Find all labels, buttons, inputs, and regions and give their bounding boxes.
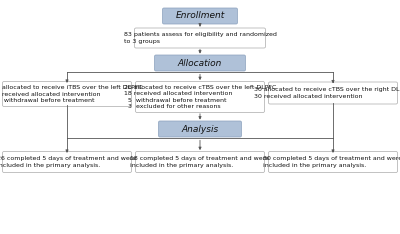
Text: Allocation: Allocation [178, 58, 222, 67]
FancyBboxPatch shape [154, 55, 246, 71]
FancyBboxPatch shape [268, 151, 398, 172]
Text: 26 allocated to receive cTBS over the left DLPFC
18 received allocated intervent: 26 allocated to receive cTBS over the le… [124, 85, 276, 110]
FancyBboxPatch shape [268, 82, 398, 104]
Text: 26 completed 5 days of treatment and were
included in the primary analysis.: 26 completed 5 days of treatment and wer… [0, 156, 136, 168]
Text: 30 completed 5 days of treatment and were
included in the primary analysis.: 30 completed 5 days of treatment and wer… [264, 156, 400, 168]
Text: 18 completed 5 days of treatment and were
included in the primary analysis.: 18 completed 5 days of treatment and wer… [130, 156, 270, 168]
FancyBboxPatch shape [134, 28, 266, 48]
FancyBboxPatch shape [136, 81, 264, 113]
FancyBboxPatch shape [136, 151, 264, 172]
FancyBboxPatch shape [158, 121, 242, 137]
FancyBboxPatch shape [162, 8, 238, 24]
Text: Enrollment: Enrollment [175, 11, 225, 21]
Text: 27 allocated to receive iTBS over the left DLPFC
26 received allocated intervent: 27 allocated to receive iTBS over the le… [0, 85, 142, 103]
FancyBboxPatch shape [2, 81, 132, 106]
FancyBboxPatch shape [2, 151, 132, 172]
Text: Analysis: Analysis [181, 124, 219, 134]
Text: 83 patients assess for eligibility and randomized
to 3 groups: 83 patients assess for eligibility and r… [124, 32, 276, 44]
Text: 30 allocated to receive cTBS over the right DLPFC
30 received allocated interven: 30 allocated to receive cTBS over the ri… [254, 87, 400, 99]
